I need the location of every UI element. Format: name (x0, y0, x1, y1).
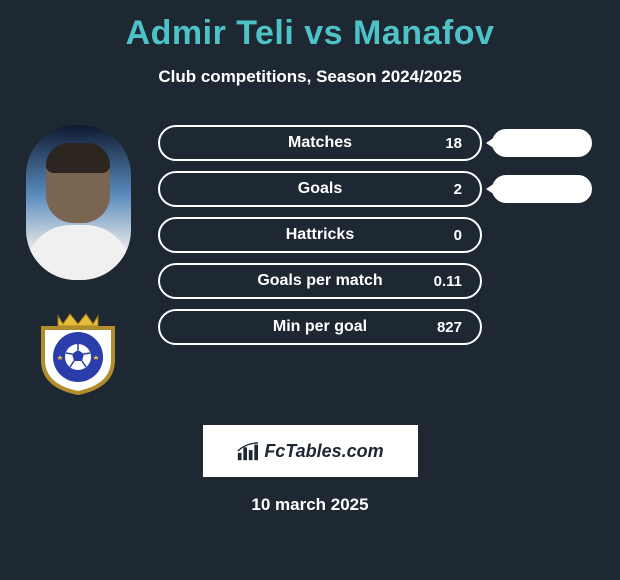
date-text: 10 march 2025 (251, 495, 368, 515)
stat-pill: Min per goal 827 (158, 309, 482, 345)
footer: FcTables.com 10 march 2025 (18, 425, 602, 515)
stats-column: Matches 18 Goals 2 Hattricks 0 (138, 125, 602, 345)
stat-value: 0.11 (434, 273, 462, 290)
stat-pill: Matches 18 (158, 125, 482, 161)
stat-balloon-empty (492, 267, 592, 295)
stat-pill: Goals per match 0.11 (158, 263, 482, 299)
subtitle: Club competitions, Season 2024/2025 (158, 67, 461, 87)
fctables-badge: FcTables.com (203, 425, 418, 477)
main-row: Matches 18 Goals 2 Hattricks 0 (18, 125, 602, 395)
stat-value: 2 (454, 181, 462, 198)
stat-label: Min per goal (273, 318, 367, 336)
stat-label: Goals (298, 180, 342, 198)
stat-row-matches: Matches 18 (158, 125, 592, 161)
stat-label: Goals per match (257, 272, 382, 290)
stat-balloon-empty (492, 221, 592, 249)
bar-chart-icon (236, 440, 258, 462)
stat-balloon-empty (492, 313, 592, 341)
stat-balloon (492, 175, 592, 203)
stat-label: Hattricks (286, 226, 354, 244)
player-head-shape (46, 143, 110, 223)
crest-svg (28, 310, 128, 395)
stat-row-hattricks: Hattricks 0 (158, 217, 592, 253)
stat-value: 827 (437, 319, 462, 336)
fctables-text: FcTables.com (264, 441, 383, 462)
player-photo (26, 125, 131, 280)
player-body-shape (26, 225, 131, 280)
stat-row-mpg: Min per goal 827 (158, 309, 592, 345)
stat-pill: Hattricks 0 (158, 217, 482, 253)
stat-label: Matches (288, 134, 352, 152)
left-column (18, 125, 138, 395)
stat-row-goals: Goals 2 (158, 171, 592, 207)
comparison-card: Admir Teli vs Manafov Club competitions,… (0, 0, 620, 515)
stat-balloon (492, 129, 592, 157)
stat-value: 0 (454, 227, 462, 244)
page-title: Admir Teli vs Manafov (126, 14, 495, 53)
stat-value: 18 (445, 135, 462, 152)
club-crest (28, 310, 128, 395)
stat-row-gpm: Goals per match 0.11 (158, 263, 592, 299)
stat-pill: Goals 2 (158, 171, 482, 207)
